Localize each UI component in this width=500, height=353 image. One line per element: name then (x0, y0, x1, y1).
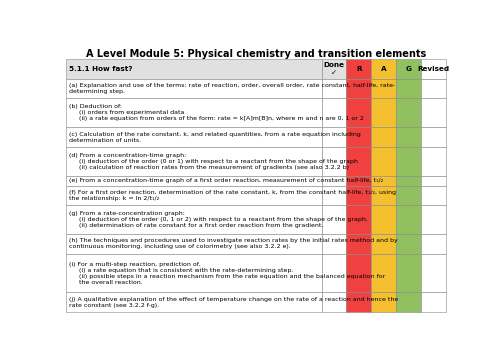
Bar (66, 98, 322, 127)
Bar (346, 79, 372, 98)
Bar (66, 205, 322, 234)
Bar (66, 79, 322, 98)
Text: (c) Calculation of the rate constant, k, and related quantities, from a rate equ: (c) Calculation of the rate constant, k,… (70, 132, 361, 143)
Text: (j) A qualitative explanation of the effect of temperature change on the rate of: (j) A qualitative explanation of the eff… (70, 297, 398, 308)
Bar (346, 176, 372, 186)
Bar (372, 176, 396, 186)
Bar (372, 205, 396, 234)
Bar (66, 176, 322, 186)
Text: (f) For a first order reaction, determination of the rate constant, k, from the : (f) For a first order reaction, determin… (70, 190, 396, 201)
Bar (66, 147, 322, 176)
Bar (372, 147, 396, 176)
Bar (421, 59, 446, 79)
Text: A: A (381, 66, 386, 72)
Bar (66, 59, 322, 79)
Text: (g) From a rate-concentration graph:
     (i) deduction of the order (0, 1 or 2): (g) From a rate-concentration graph: (i)… (70, 211, 368, 228)
Bar (346, 127, 372, 147)
Bar (322, 147, 346, 176)
Text: R: R (356, 66, 362, 72)
Text: (h) The techniques and procedures used to investigate reaction rates by the init: (h) The techniques and procedures used t… (70, 238, 398, 249)
Bar (66, 292, 322, 312)
Bar (346, 59, 372, 79)
Text: (i) For a multi-step reaction, prediction of,
     (i) a rate equation that is c: (i) For a multi-step reaction, predictio… (70, 262, 386, 285)
Bar (396, 253, 421, 292)
Bar (396, 234, 421, 253)
Bar (372, 292, 396, 312)
Bar (322, 127, 346, 147)
Bar (66, 127, 322, 147)
Bar (421, 234, 446, 253)
Bar (322, 292, 346, 312)
Bar (396, 59, 421, 79)
Bar (346, 292, 372, 312)
Bar (372, 79, 396, 98)
Bar (396, 127, 421, 147)
Bar (372, 234, 396, 253)
Bar (346, 205, 372, 234)
Bar (322, 205, 346, 234)
Bar (421, 186, 446, 205)
Bar (421, 79, 446, 98)
Bar (421, 205, 446, 234)
Text: A Level Module 5: Physical chemistry and transition elements: A Level Module 5: Physical chemistry and… (86, 48, 426, 59)
Bar (421, 147, 446, 176)
Text: Revised: Revised (418, 66, 450, 72)
Bar (322, 234, 346, 253)
Bar (322, 98, 346, 127)
Bar (396, 176, 421, 186)
Bar (372, 127, 396, 147)
Bar (322, 59, 346, 79)
Bar (421, 98, 446, 127)
Bar (421, 176, 446, 186)
Text: Done
✓: Done ✓ (324, 62, 344, 76)
Bar (66, 186, 322, 205)
Bar (421, 127, 446, 147)
Bar (346, 147, 372, 176)
Bar (66, 234, 322, 253)
Bar (372, 253, 396, 292)
Bar (372, 186, 396, 205)
Bar (322, 253, 346, 292)
Text: (b) Deduction of:
     (i) orders from experimental data
     (ii) a rate equati: (b) Deduction of: (i) orders from experi… (70, 104, 364, 121)
Text: (e) From a concentration-time graph of a first order reaction, measurement of co: (e) From a concentration-time graph of a… (70, 178, 384, 183)
Bar (396, 292, 421, 312)
Bar (396, 79, 421, 98)
Bar (396, 147, 421, 176)
Bar (346, 98, 372, 127)
Bar (396, 186, 421, 205)
Bar (421, 253, 446, 292)
Text: (d) From a concentration-time graph:
     (i) deduction of the order (0 or 1) wi: (d) From a concentration-time graph: (i)… (70, 153, 358, 170)
Bar (322, 176, 346, 186)
Bar (372, 59, 396, 79)
Text: (a) Explanation and use of the terms: rate of reaction, order, overall order, ra: (a) Explanation and use of the terms: ra… (70, 83, 396, 94)
Bar (322, 186, 346, 205)
Bar (346, 186, 372, 205)
Bar (396, 205, 421, 234)
Bar (322, 79, 346, 98)
Bar (66, 253, 322, 292)
Bar (396, 98, 421, 127)
Text: G: G (406, 66, 412, 72)
Text: 5.1.1 How fast?: 5.1.1 How fast? (70, 66, 133, 72)
Bar (346, 234, 372, 253)
Bar (346, 253, 372, 292)
Bar (421, 292, 446, 312)
Bar (372, 98, 396, 127)
